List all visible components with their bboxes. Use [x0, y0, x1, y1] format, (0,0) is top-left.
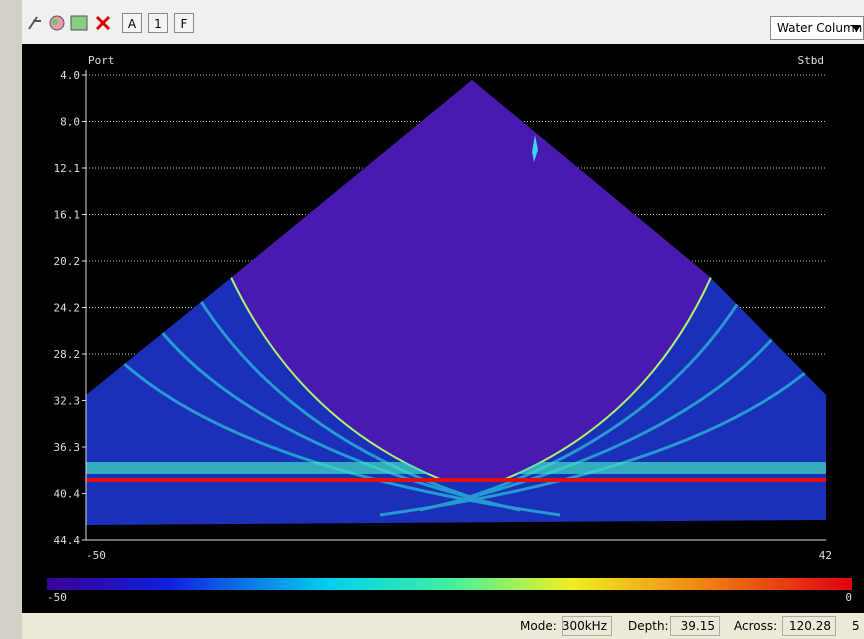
status-bar: Mode: 300kHz Depth: 39.15 Across: 120.28…: [22, 613, 864, 639]
mode-label: Mode:: [520, 619, 557, 633]
view-select-text: Water Column: [777, 21, 862, 35]
scale-min-label: -50: [47, 591, 67, 604]
toolbar: A 1 F Water Column: [22, 0, 864, 44]
x-max-label: 42: [819, 549, 832, 562]
y-tick-label: 28.2: [54, 348, 81, 361]
y-tick-label: 20.2: [54, 255, 81, 268]
side-panel: [0, 0, 23, 639]
depth-label: Depth:: [628, 619, 669, 633]
y-tick-label: 12.1: [54, 162, 81, 175]
y-tick-label: 36.3: [54, 441, 81, 454]
depth-value: 39.15: [681, 619, 715, 633]
x-min-label: -50: [86, 549, 106, 562]
screen: A 1 F Water Column Port Stbd -50 42 -50 …: [0, 0, 864, 639]
scale-max-label: 0: [845, 591, 852, 604]
tool-button[interactable]: A: [122, 13, 142, 33]
y-tick-label: 32.3: [54, 395, 81, 408]
across-value: 120.28: [789, 619, 831, 633]
stbd-label: Stbd: [798, 54, 825, 67]
y-tick-label: 40.4: [54, 488, 81, 501]
water-column-view: Port Stbd -50 42 -50 0 4.0 8.0 12.1 16.1 20.…: [22, 44, 864, 613]
across-box: 120.28: [782, 616, 836, 636]
y-tick-label: 8.0: [60, 116, 80, 129]
extra-value: 5: [852, 619, 860, 633]
mode-box: 300kHz: [562, 616, 612, 636]
tool-button[interactable]: F: [174, 13, 194, 33]
across-label: Across:: [734, 619, 777, 633]
y-tick-label: 24.2: [54, 302, 81, 315]
port-label: Port: [88, 54, 115, 67]
y-tick-label: 4.0: [60, 69, 80, 82]
bottom-detect-line: [86, 478, 826, 482]
dropdown-arrow: [852, 25, 861, 32]
depth-box: 39.15: [670, 616, 720, 636]
y-tick-label: 16.1: [54, 209, 81, 222]
view-select[interactable]: Water Column: [770, 16, 864, 40]
y-tick-label: 44.4: [54, 534, 81, 547]
tool-button[interactable]: 1: [148, 13, 168, 33]
tool-icons: [27, 13, 117, 33]
color-scale: [47, 578, 852, 590]
mode-value: 300kHz: [562, 619, 607, 633]
